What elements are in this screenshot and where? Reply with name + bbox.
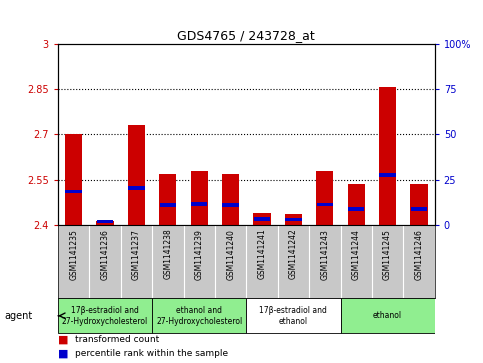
Bar [97,220,114,225]
Bar [191,171,208,225]
Bar [285,218,301,221]
Bar [379,87,396,225]
Text: ethanol and
27-Hydroxycholesterol: ethanol and 27-Hydroxycholesterol [156,306,242,326]
Text: ethanol: ethanol [373,311,402,320]
Text: GSM1141237: GSM1141237 [132,229,141,280]
Text: GSM1141241: GSM1141241 [257,229,267,280]
Text: GSM1141244: GSM1141244 [352,229,361,280]
Text: GSM1141236: GSM1141236 [100,229,110,280]
Bar [128,125,145,225]
Bar [285,215,302,225]
Text: agent: agent [5,311,33,321]
Text: GSM1141242: GSM1141242 [289,229,298,280]
FancyBboxPatch shape [152,298,246,333]
Text: GSM1141243: GSM1141243 [320,229,329,280]
Title: GDS4765 / 243728_at: GDS4765 / 243728_at [177,29,315,42]
Bar [128,187,144,190]
Bar [222,174,239,225]
Text: transformed count: transformed count [75,335,159,344]
Text: GSM1141235: GSM1141235 [69,229,78,280]
FancyBboxPatch shape [341,298,435,333]
Text: 17β-estradiol and
27-Hydroxycholesterol: 17β-estradiol and 27-Hydroxycholesterol [62,306,148,326]
Bar [191,202,207,206]
Bar [317,203,333,206]
FancyBboxPatch shape [246,298,341,333]
Bar [380,173,396,177]
Text: percentile rank within the sample: percentile rank within the sample [75,350,228,358]
Bar [159,174,176,225]
Bar [316,171,333,225]
Text: GSM1141238: GSM1141238 [163,229,172,280]
Bar [160,203,176,207]
Bar [97,220,113,224]
Bar [66,189,82,193]
Text: GSM1141245: GSM1141245 [383,229,392,280]
Text: ■: ■ [58,349,69,359]
FancyBboxPatch shape [58,298,152,333]
Text: GSM1141246: GSM1141246 [414,229,424,280]
Text: GSM1141239: GSM1141239 [195,229,204,280]
Bar [411,207,427,211]
Bar [223,203,239,207]
Bar [254,217,270,221]
Bar [348,207,364,211]
Text: 17β-estradiol and
ethanol: 17β-estradiol and ethanol [259,306,327,326]
Text: ■: ■ [58,334,69,344]
Text: GSM1141240: GSM1141240 [226,229,235,280]
Bar [65,134,82,225]
Bar [254,213,270,225]
Bar [348,184,365,225]
Bar [411,184,427,225]
